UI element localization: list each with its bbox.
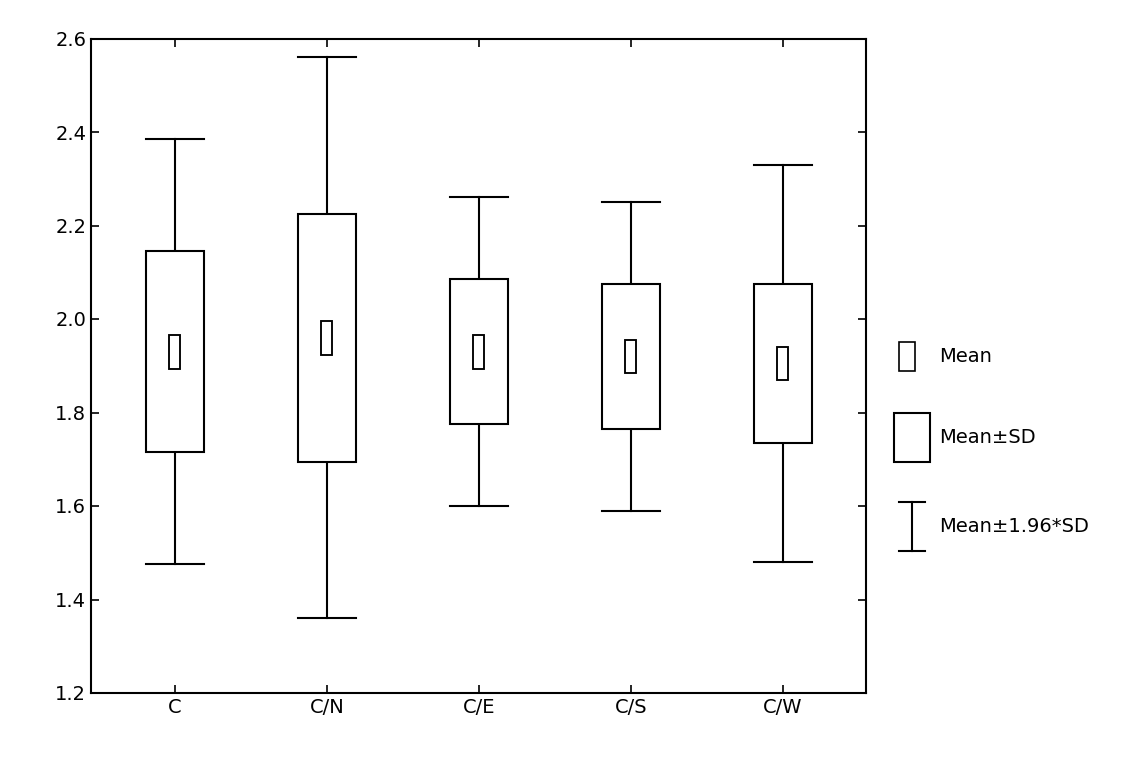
Bar bbox=[602, 284, 660, 429]
Bar bbox=[777, 346, 788, 380]
Bar bbox=[298, 214, 356, 461]
Text: Mean±SD: Mean±SD bbox=[939, 428, 1036, 447]
Bar bbox=[899, 343, 915, 370]
Text: Mean: Mean bbox=[939, 347, 992, 366]
Bar bbox=[894, 413, 930, 462]
Text: Mean±1.96*SD: Mean±1.96*SD bbox=[939, 517, 1089, 536]
Bar bbox=[170, 335, 180, 369]
Bar bbox=[754, 284, 812, 443]
Bar bbox=[450, 280, 507, 424]
Bar bbox=[626, 340, 636, 373]
Bar bbox=[321, 321, 332, 354]
Bar bbox=[473, 335, 484, 369]
Bar bbox=[146, 251, 204, 452]
